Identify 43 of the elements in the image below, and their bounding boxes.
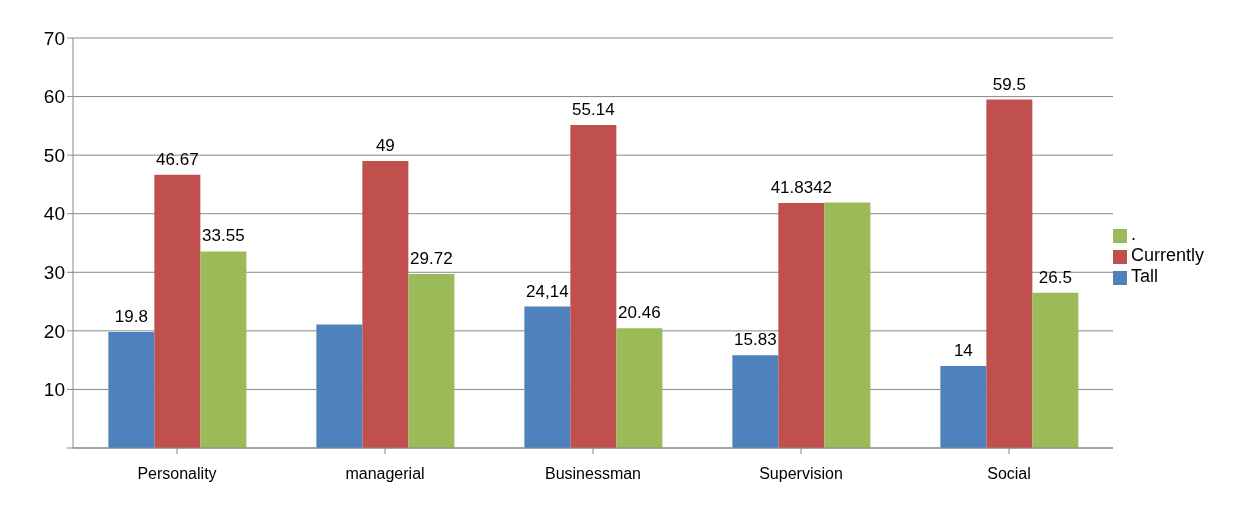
data-label: 29.72 [410,248,453,268]
x-tick-label: Supervision [759,465,843,483]
data-label: 14 [953,341,973,360]
y-tick-label: 30 [43,262,65,284]
bar [108,332,155,448]
bar [616,328,663,448]
legend-label: . [1131,224,1137,244]
y-tick-label: 60 [43,86,65,108]
data-label: 15.83 [734,330,777,350]
legend-label: Currently [1131,245,1205,265]
legend-label: Tall [1131,266,1159,286]
bar [316,324,363,448]
bar [986,99,1033,448]
bar [362,161,409,448]
bar [524,306,571,448]
y-tick-label: 40 [43,203,65,225]
bar [1032,292,1079,448]
y-tick-label: 10 [43,379,65,401]
data-label: 41.8342 [770,177,833,197]
data-label: 55.14 [572,100,615,120]
bar [824,202,871,448]
bar [200,251,247,448]
x-tick-label: Businessman [544,465,642,483]
bar [732,355,779,448]
bar [570,125,617,448]
x-tick-label: managerial [345,465,425,483]
data-label: 49 [375,136,395,155]
bar [154,174,201,448]
y-tick-label: 70 [43,27,65,49]
data-label: 20.46 [618,303,661,323]
bar [778,202,825,448]
x-tick-label: Personality [137,465,217,483]
bar [940,366,987,448]
data-label: 19.8 [114,307,148,327]
bar [408,273,455,448]
x-tick-label: Social [987,465,1031,483]
data-label: 33.55 [202,226,245,246]
data-label: 24,14 [526,281,569,301]
data-label: 26.5 [1038,267,1072,287]
y-tick-label: 20 [43,320,65,342]
data-label: 59.5 [992,74,1026,94]
data-label: 46.67 [156,149,199,169]
y-tick-label: 50 [43,144,65,166]
